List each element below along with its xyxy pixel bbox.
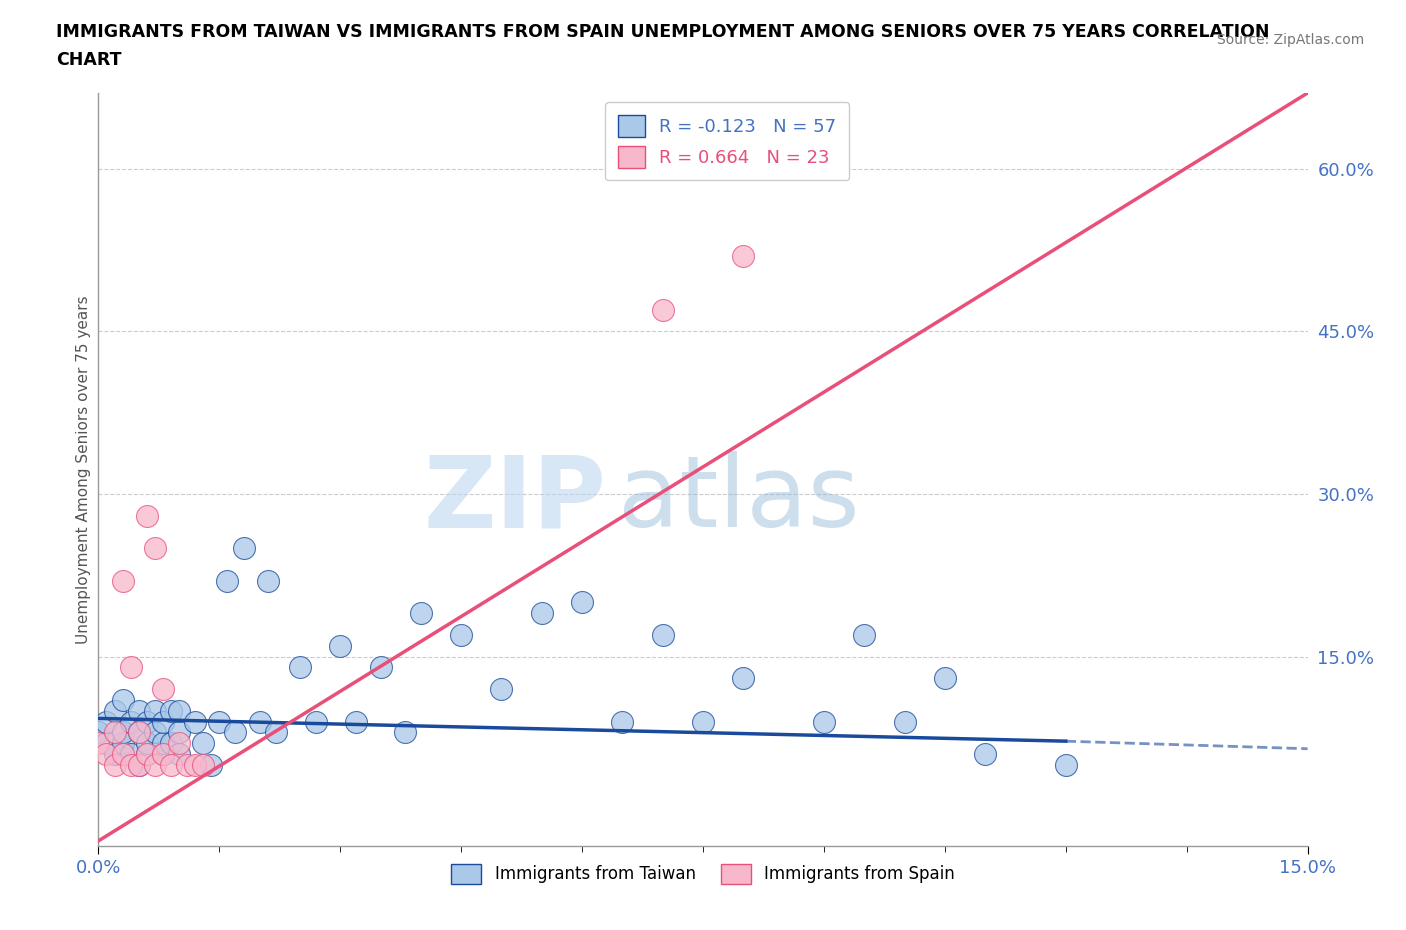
Point xyxy=(135,509,157,524)
Point xyxy=(612,714,634,729)
Point xyxy=(288,660,311,675)
Point xyxy=(135,714,157,729)
Point xyxy=(143,758,166,773)
Point xyxy=(571,595,593,610)
Point xyxy=(450,628,472,643)
Point xyxy=(152,736,174,751)
Point xyxy=(329,638,352,653)
Point xyxy=(733,248,755,263)
Point xyxy=(167,736,190,751)
Legend: Immigrants from Taiwan, Immigrants from Spain: Immigrants from Taiwan, Immigrants from … xyxy=(444,857,962,891)
Point xyxy=(193,736,215,751)
Point xyxy=(120,660,142,675)
Point xyxy=(152,682,174,697)
Point xyxy=(96,747,118,762)
Point xyxy=(370,660,392,675)
Point xyxy=(974,747,997,762)
Point xyxy=(128,725,150,740)
Point xyxy=(249,714,271,729)
Point xyxy=(167,703,190,718)
Point xyxy=(111,747,134,762)
Point xyxy=(208,714,231,729)
Point xyxy=(651,628,673,643)
Point xyxy=(96,714,118,729)
Point xyxy=(167,747,190,762)
Point xyxy=(256,573,278,588)
Point xyxy=(103,725,125,740)
Point xyxy=(128,758,150,773)
Point xyxy=(152,747,174,762)
Text: ZIP: ZIP xyxy=(423,451,606,549)
Point xyxy=(184,714,207,729)
Point xyxy=(135,747,157,762)
Point xyxy=(128,703,150,718)
Point xyxy=(217,573,239,588)
Point xyxy=(111,573,134,588)
Y-axis label: Unemployment Among Seniors over 75 years: Unemployment Among Seniors over 75 years xyxy=(76,296,91,644)
Point xyxy=(143,703,166,718)
Point xyxy=(152,714,174,729)
Point xyxy=(193,758,215,773)
Point xyxy=(733,671,755,685)
Point xyxy=(111,725,134,740)
Point xyxy=(264,725,287,740)
Point xyxy=(111,736,134,751)
Point xyxy=(530,605,553,620)
Point xyxy=(143,725,166,740)
Point xyxy=(120,758,142,773)
Point xyxy=(1054,758,1077,773)
Point xyxy=(305,714,328,729)
Point xyxy=(120,747,142,762)
Point xyxy=(692,714,714,729)
Point xyxy=(934,671,956,685)
Point xyxy=(893,714,915,729)
Text: CHART: CHART xyxy=(56,51,122,69)
Point xyxy=(232,540,254,555)
Point xyxy=(103,747,125,762)
Point xyxy=(128,725,150,740)
Point xyxy=(160,758,183,773)
Point xyxy=(344,714,367,729)
Point xyxy=(128,758,150,773)
Point xyxy=(120,714,142,729)
Point xyxy=(135,736,157,751)
Point xyxy=(167,725,190,740)
Point xyxy=(409,605,432,620)
Point xyxy=(152,747,174,762)
Point xyxy=(160,703,183,718)
Point xyxy=(103,703,125,718)
Point xyxy=(135,747,157,762)
Text: IMMIGRANTS FROM TAIWAN VS IMMIGRANTS FROM SPAIN UNEMPLOYMENT AMONG SENIORS OVER : IMMIGRANTS FROM TAIWAN VS IMMIGRANTS FRO… xyxy=(56,23,1270,41)
Point xyxy=(394,725,416,740)
Point xyxy=(87,736,110,751)
Point xyxy=(176,758,198,773)
Point xyxy=(200,758,222,773)
Point xyxy=(103,758,125,773)
Point xyxy=(651,302,673,317)
Point xyxy=(143,540,166,555)
Point xyxy=(813,714,835,729)
Point xyxy=(184,758,207,773)
Point xyxy=(160,736,183,751)
Point xyxy=(111,693,134,708)
Point xyxy=(491,682,513,697)
Point xyxy=(87,725,110,740)
Text: Source: ZipAtlas.com: Source: ZipAtlas.com xyxy=(1216,33,1364,46)
Text: atlas: atlas xyxy=(619,451,860,549)
Point xyxy=(96,736,118,751)
Point xyxy=(853,628,876,643)
Point xyxy=(224,725,246,740)
